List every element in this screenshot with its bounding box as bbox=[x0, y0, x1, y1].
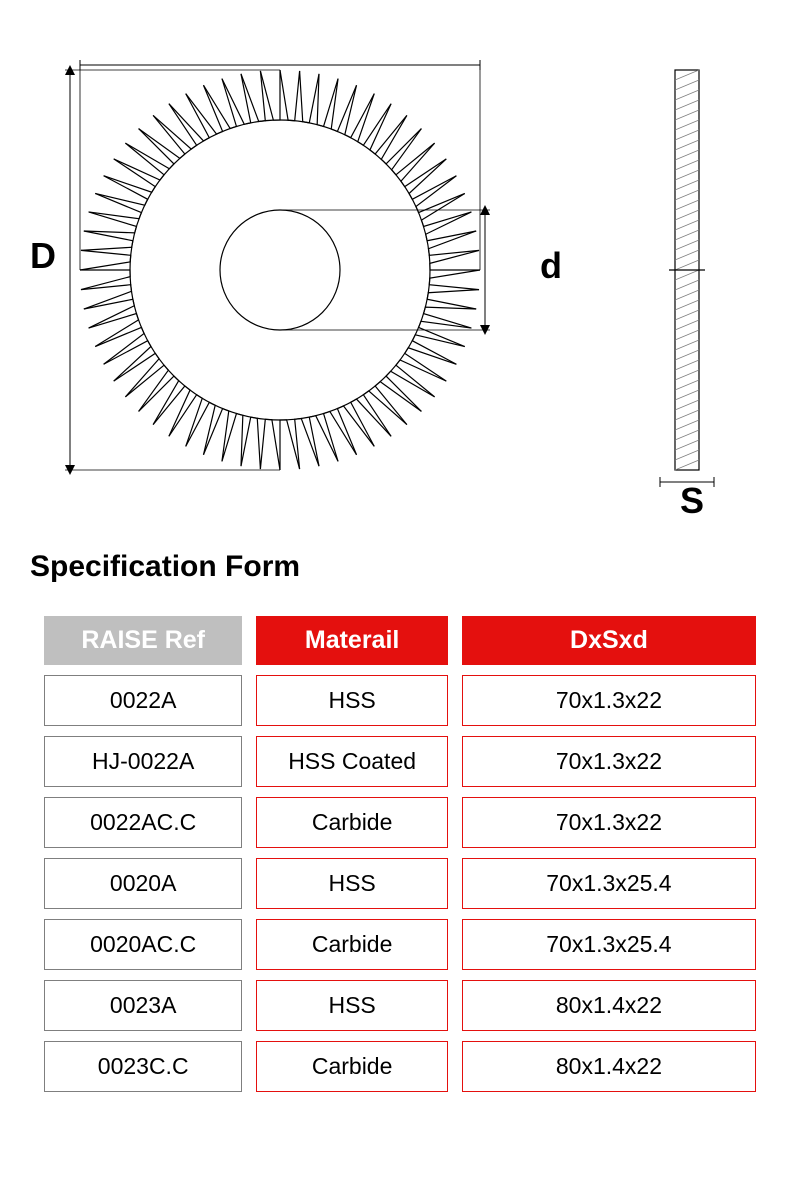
table-cell: 70x1.3x22 bbox=[462, 675, 756, 726]
table-cell: Carbide bbox=[256, 919, 448, 970]
table-cell: 70x1.3x25.4 bbox=[462, 919, 756, 970]
table-cell: 70x1.3x22 bbox=[462, 797, 756, 848]
table-cell: HSS bbox=[256, 980, 448, 1031]
table-cell: HSS bbox=[256, 858, 448, 909]
table-cell: Carbide bbox=[256, 797, 448, 848]
table-row: 0020AC.C Carbide 70x1.3x25.4 bbox=[44, 919, 756, 970]
dim-label-d: d bbox=[540, 245, 562, 287]
table-cell: HJ-0022A bbox=[44, 736, 242, 787]
table-cell: HSS bbox=[256, 675, 448, 726]
section-title: Specification Form bbox=[30, 550, 770, 584]
dim-label-D: D bbox=[30, 235, 56, 277]
table-row: HJ-0022A HSS Coated 70x1.3x22 bbox=[44, 736, 756, 787]
table-cell: 0023A bbox=[44, 980, 242, 1031]
table-cell: 70x1.3x25.4 bbox=[462, 858, 756, 909]
dim-label-S: S bbox=[680, 480, 704, 522]
table-row: 0023C.C Carbide 80x1.4x22 bbox=[44, 1041, 756, 1092]
cutter-diagram bbox=[30, 20, 770, 520]
table-cell: Carbide bbox=[256, 1041, 448, 1092]
table-row: 0020A HSS 70x1.3x25.4 bbox=[44, 858, 756, 909]
table-cell: 0020AC.C bbox=[44, 919, 242, 970]
table-row: 0022AC.C Carbide 70x1.3x22 bbox=[44, 797, 756, 848]
table-row: 0023A HSS 80x1.4x22 bbox=[44, 980, 756, 1031]
table-cell: 80x1.4x22 bbox=[462, 980, 756, 1031]
spec-table: RAISE Ref Materail DxSxd 0022A HSS 70x1.3x22… bbox=[30, 606, 770, 1102]
header-1: Materail bbox=[256, 616, 448, 665]
diagram-area: D d S bbox=[30, 20, 770, 520]
table-cell: 0023C.C bbox=[44, 1041, 242, 1092]
table-cell: 0022A bbox=[44, 675, 242, 726]
header-0: RAISE Ref bbox=[44, 616, 242, 665]
table-cell: 80x1.4x22 bbox=[462, 1041, 756, 1092]
table-cell: 0020A bbox=[44, 858, 242, 909]
header-2: DxSxd bbox=[462, 616, 756, 665]
table-cell: HSS Coated bbox=[256, 736, 448, 787]
table-cell: 70x1.3x22 bbox=[462, 736, 756, 787]
table-cell: 0022AC.C bbox=[44, 797, 242, 848]
table-row: 0022A HSS 70x1.3x22 bbox=[44, 675, 756, 726]
